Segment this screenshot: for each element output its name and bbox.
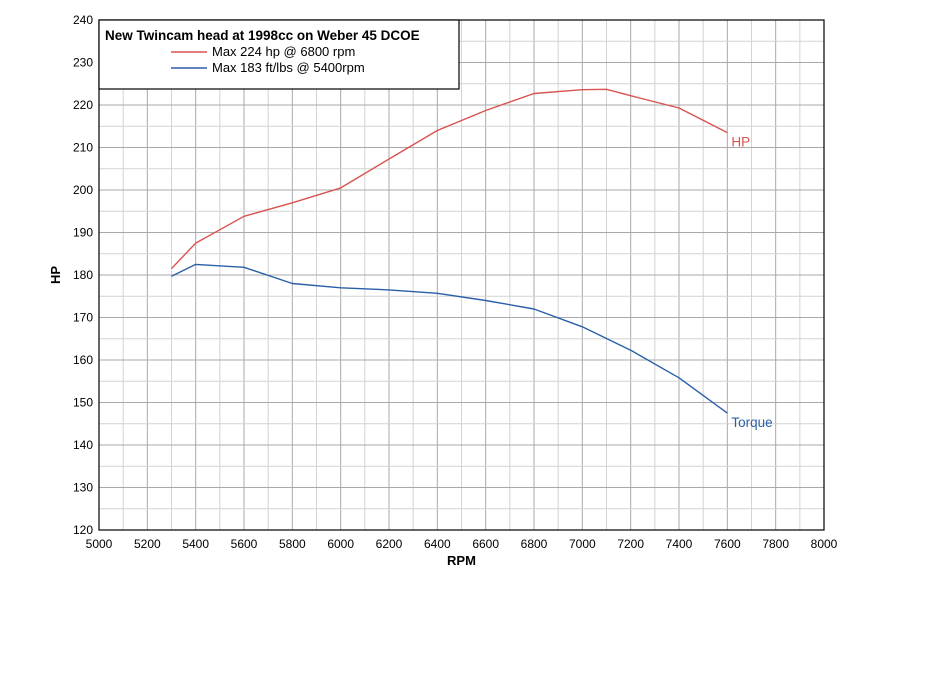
x-tick-label: 5800: [279, 537, 306, 551]
grid: [98, 19, 825, 531]
x-tick-label: 6800: [521, 537, 548, 551]
y-tick-label: 120: [73, 523, 93, 537]
y-tick-label: 160: [73, 353, 93, 367]
x-tick-label: 7800: [762, 537, 789, 551]
plot-frame: [98, 19, 825, 531]
y-tick-label: 240: [73, 13, 93, 27]
y-tick-label: 180: [73, 268, 93, 282]
x-tick-label: 7000: [569, 537, 596, 551]
x-tick-label: 8000: [811, 537, 838, 551]
x-axis-label: RPM: [447, 553, 476, 568]
x-tick-label: 6200: [376, 537, 403, 551]
x-tick-label: 5200: [134, 537, 161, 551]
chart-title: New Twincam head at 1998cc on Weber 45 D…: [105, 28, 420, 43]
y-tick-label: 200: [73, 183, 93, 197]
y-tick-label: 190: [73, 226, 93, 240]
y-tick-label: 170: [73, 311, 93, 325]
y-tick-label: 210: [73, 141, 93, 155]
legend: New Twincam head at 1998cc on Weber 45 D…: [98, 19, 460, 90]
legend-box: [98, 19, 460, 90]
x-tick-label: 7400: [666, 537, 693, 551]
y-tick-label: 140: [73, 438, 93, 452]
series-end-label: HP: [731, 135, 750, 150]
y-tick-label: 230: [73, 56, 93, 70]
series-lines: HP Torque: [170, 88, 773, 430]
series-line-torque: [171, 263, 728, 414]
y-tick-label: 150: [73, 396, 93, 410]
legend-entry: Max 183 ft/lbs @ 5400rpm: [212, 60, 365, 75]
y-tick-label: 130: [73, 481, 93, 495]
x-tick-label: 5000: [86, 537, 113, 551]
x-tick-label: 6000: [327, 537, 354, 551]
x-tick-label: 5400: [182, 537, 209, 551]
legend-entry: Max 224 hp @ 6800 rpm: [212, 44, 355, 59]
x-tick-label: 6600: [472, 537, 499, 551]
x-tick-label: 5600: [231, 537, 258, 551]
series-end-label: Torque: [731, 415, 772, 430]
tick-labels: 5000 5200 5400 5600 5800 6000 6200 6400 6600 6800…: [73, 13, 838, 551]
x-tick-label: 7600: [714, 537, 741, 551]
x-tick-label: 7200: [617, 537, 644, 551]
series-line-hp: [170, 88, 728, 270]
x-tick-label: 6400: [424, 537, 451, 551]
y-tick-label: 220: [73, 98, 93, 112]
y-axis-label: HP: [48, 266, 63, 284]
